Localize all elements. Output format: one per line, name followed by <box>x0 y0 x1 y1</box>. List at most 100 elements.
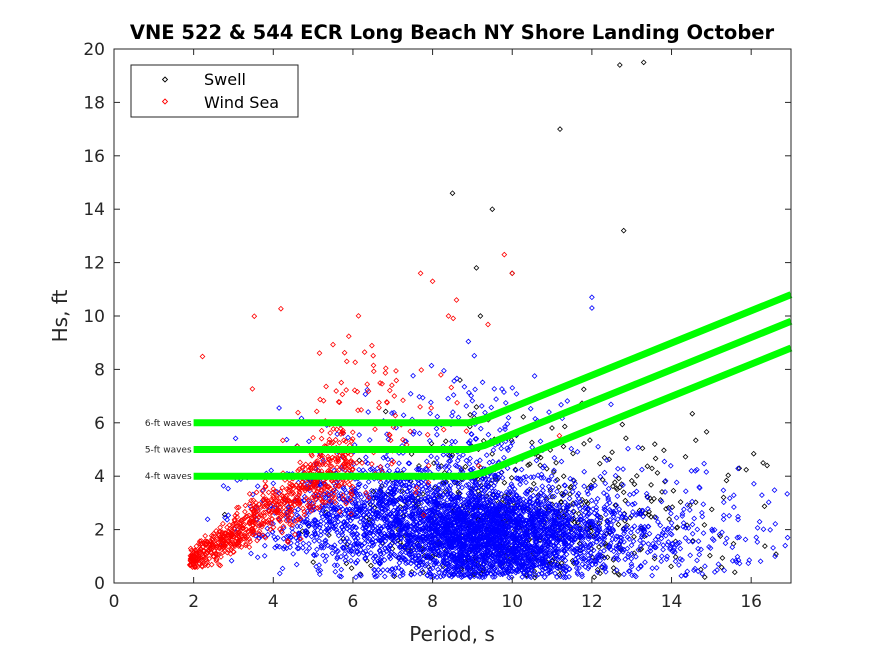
data-point-swell-blue <box>486 506 493 513</box>
data-point-swell-blue <box>424 572 431 579</box>
data-point-swell-blue <box>720 512 727 519</box>
data-point-swell-blue <box>303 518 309 525</box>
data-point-swell-blue <box>390 480 396 487</box>
data-point-swell-blue <box>696 551 703 558</box>
data-point-swell-blue <box>462 510 468 516</box>
data-point-swell-blue <box>477 565 483 572</box>
data-point-swell-blue <box>672 558 679 565</box>
data-point-swell-blue <box>519 523 525 530</box>
data-point-swell-blue <box>658 558 665 565</box>
data-point-swell-blue <box>642 559 648 566</box>
data-point-swell-blue <box>512 467 519 474</box>
data-point-swell-blue <box>640 507 646 514</box>
data-point-swell-black <box>473 265 480 271</box>
data-point-swell-blue <box>589 553 596 560</box>
data-point-swell-blue <box>531 373 538 379</box>
data-point-swell-blue <box>637 562 644 569</box>
data-point-swell-blue <box>387 510 394 517</box>
data-point-swell-blue <box>513 509 520 516</box>
data-point-swell-blue <box>596 524 603 530</box>
data-point-swell-black <box>674 524 681 531</box>
data-point-swell-black <box>525 462 531 468</box>
data-point-swell-blue <box>488 404 495 411</box>
data-point-swell-blue <box>299 544 306 551</box>
data-point-swell-blue <box>577 533 584 540</box>
data-point-swell-blue <box>512 542 519 549</box>
data-point-swell-blue <box>440 557 447 564</box>
data-point-swell-blue <box>544 571 551 577</box>
data-point-swell-blue <box>463 482 470 489</box>
data-point-swell-black <box>701 574 708 580</box>
data-point-swell-blue <box>579 507 586 514</box>
data-point-swell-blue <box>570 549 576 556</box>
data-point-swell-blue <box>506 550 512 557</box>
data-point-swell-blue <box>458 532 465 539</box>
data-point-swell-blue <box>464 524 471 531</box>
data-point-swell-blue <box>539 483 546 490</box>
data-point-swell-blue <box>366 536 373 543</box>
data-point-swell-blue <box>318 518 324 525</box>
data-point-swell-blue <box>490 528 496 535</box>
data-point-swell-blue <box>523 479 529 486</box>
data-point-swell-blue <box>382 533 389 539</box>
data-point-swell-blue <box>562 499 568 506</box>
data-point-swell-black <box>581 440 587 447</box>
data-point-swell-blue <box>403 542 410 548</box>
data-point-swell-blue <box>464 511 471 518</box>
data-point-wind-sea-red <box>316 350 323 356</box>
data-point-swell-blue <box>352 559 359 566</box>
data-point-swell-blue <box>510 553 517 560</box>
data-point-wind-sea-red <box>364 381 371 388</box>
data-point-swell-blue <box>772 521 779 527</box>
data-point-wind-sea-red <box>370 368 377 375</box>
data-point-swell-blue <box>502 533 509 540</box>
data-point-swell-blue <box>386 542 393 549</box>
data-point-swell-blue <box>493 511 500 518</box>
data-point-swell-blue <box>604 492 610 499</box>
data-point-swell-black <box>597 570 603 577</box>
data-point-swell-blue <box>434 574 440 580</box>
data-point-swell-blue <box>488 528 494 534</box>
data-point-swell-blue <box>461 383 468 390</box>
data-point-swell-black <box>615 521 622 528</box>
data-point-swell-blue <box>419 394 426 401</box>
data-point-swell-blue <box>354 497 361 504</box>
data-point-swell-blue <box>468 486 474 493</box>
data-point-swell-blue <box>452 564 459 571</box>
data-point-swell-blue <box>540 474 547 481</box>
data-point-swell-blue <box>663 556 670 562</box>
data-point-swell-blue <box>432 483 439 490</box>
data-point-swell-blue <box>530 492 537 499</box>
data-point-wind-sea-red <box>341 349 348 356</box>
data-point-swell-blue <box>637 525 644 532</box>
data-point-swell-blue <box>367 492 373 499</box>
data-point-swell-blue <box>377 487 384 494</box>
data-point-swell-blue <box>601 469 608 476</box>
data-point-swell-blue <box>579 571 585 578</box>
data-point-swell-blue <box>559 535 566 542</box>
data-point-swell-blue <box>479 490 486 497</box>
data-point-swell-blue <box>482 476 489 483</box>
data-point-swell-blue <box>538 475 545 481</box>
data-point-swell-blue <box>475 505 482 511</box>
data-point-swell-blue <box>295 506 302 513</box>
data-point-swell-blue <box>450 409 456 415</box>
data-point-swell-black <box>596 544 602 550</box>
data-point-swell-blue <box>621 571 627 578</box>
data-point-swell-blue <box>498 491 505 497</box>
data-point-swell-blue <box>382 545 388 552</box>
data-point-swell-blue <box>428 525 435 532</box>
data-point-swell-black <box>368 562 374 569</box>
data-point-swell-blue <box>485 553 491 559</box>
data-point-swell-blue <box>392 538 398 545</box>
data-point-wind-sea-red <box>387 437 394 444</box>
data-point-swell-blue <box>439 493 445 500</box>
data-point-swell-blue <box>474 547 480 553</box>
data-point-swell-blue <box>357 519 363 525</box>
data-point-swell-blue <box>516 545 522 552</box>
data-point-swell-blue <box>369 519 376 526</box>
data-point-swell-blue <box>503 489 510 495</box>
data-point-swell-blue <box>439 485 446 491</box>
data-point-swell-blue <box>440 534 446 541</box>
